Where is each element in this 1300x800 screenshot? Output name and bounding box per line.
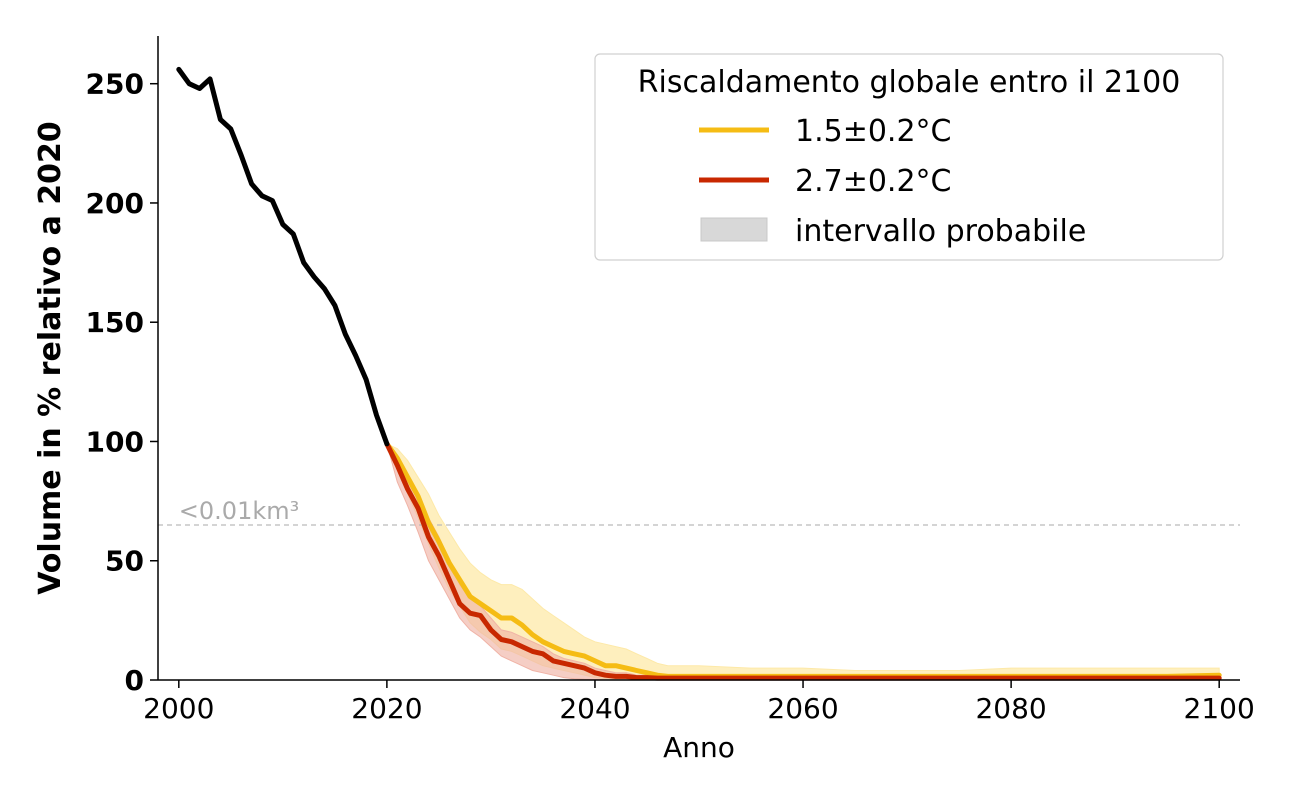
x-tick-label: 2000: [143, 692, 214, 725]
threshold-label: <0.01km³: [179, 497, 299, 525]
axes: 2000 2020 2040 2060 2080 2100 0 50 100 150 200 250: [86, 36, 1255, 725]
series-lines: [176, 66, 1222, 681]
y-tick-label: 200: [86, 187, 144, 220]
x-tick-label: 2080: [975, 692, 1046, 725]
x-tick-label: 2100: [1184, 692, 1255, 725]
x-tick-label: 2040: [559, 692, 630, 725]
x-ticks: 2000 2020 2040 2060 2080 2100: [143, 680, 1255, 725]
historical-line: [176, 66, 390, 447]
y-tick-label: 250: [86, 68, 144, 101]
legend: Riscaldamento globale entro il 2100 1.5±…: [594, 53, 1224, 261]
x-tick-label: 2020: [351, 692, 422, 725]
series-line-2p7: [384, 441, 1222, 681]
legend-entry-band: intervallo probabile: [795, 214, 1086, 249]
y-axis-label: Volume in % relativo a 2020: [33, 121, 68, 595]
legend-entry-high: 2.7±0.2°C: [795, 164, 952, 199]
y-tick-label: 150: [86, 306, 144, 339]
y-ticks: 0 50 100 150 200 250: [86, 68, 158, 697]
y-tick-label: 100: [86, 425, 144, 458]
legend-title: Riscaldamento globale entro il 2100: [638, 65, 1181, 100]
x-axis-label: Anno: [663, 731, 735, 764]
legend-swatch-band: [700, 217, 768, 242]
y-tick-label: 0: [125, 664, 144, 697]
x-tick-label: 2060: [767, 692, 838, 725]
y-tick-label: 50: [105, 545, 144, 578]
legend-box: [594, 53, 1224, 261]
legend-entry-low: 1.5±0.2°C: [795, 114, 952, 149]
